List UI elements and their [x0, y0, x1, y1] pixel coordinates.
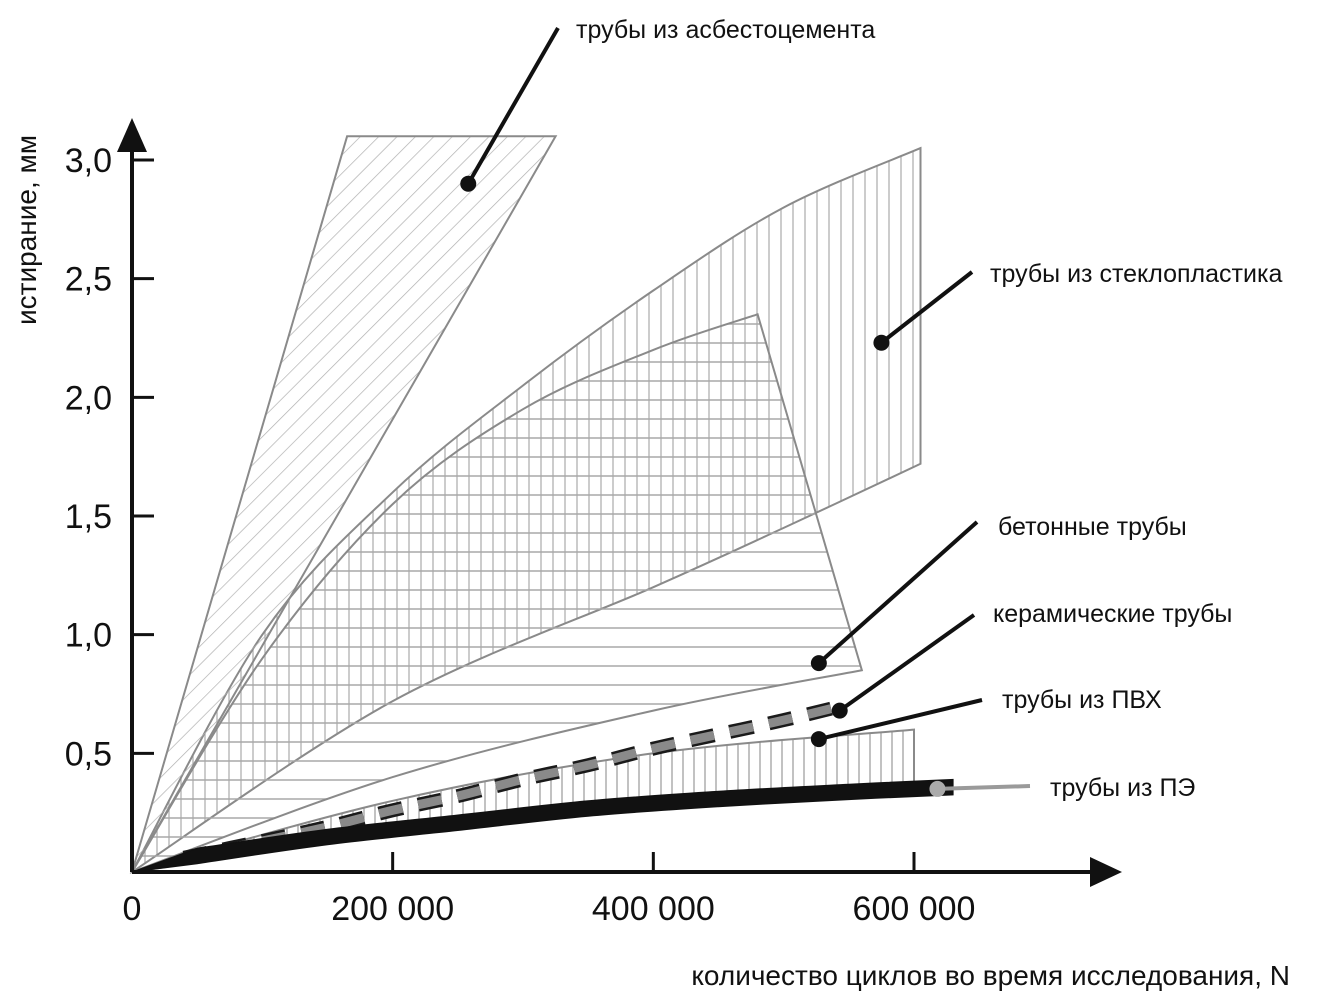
y-axis-arrow	[117, 118, 147, 152]
x-tick-label-1: 200 000	[331, 890, 454, 928]
callout-leader-0	[466, 27, 560, 185]
callout-dot-5	[929, 780, 946, 797]
callout-leader-3	[838, 613, 976, 713]
callout-dot-2	[810, 655, 827, 672]
x-tick-label-2: 400 000	[592, 890, 715, 928]
y-tick-label-5: 3,0	[65, 142, 112, 180]
callout-dot-1	[873, 334, 890, 351]
callout-dot-0	[460, 175, 477, 192]
callout-dot-4	[810, 731, 827, 748]
y-tick-label-4: 2,5	[65, 261, 112, 299]
series-3-band	[183, 701, 844, 863]
x-tick-label-3: 600 000	[853, 890, 976, 928]
y-tick-label-0: 0,5	[65, 735, 112, 773]
callout-leader-1	[880, 270, 974, 345]
y-tick-label-3: 2,0	[65, 379, 112, 417]
callout-leader-5	[937, 784, 1031, 791]
x-axis-title: количество циклов во время исследования,…	[691, 960, 1290, 991]
callout-leader-2	[817, 520, 979, 665]
callout-label-1: трубы из стеклопластика	[990, 260, 1282, 288]
callout-dot-3	[831, 702, 848, 719]
x-tick-label-0: 0	[123, 890, 142, 928]
y-tick-label-1: 1,0	[65, 617, 112, 655]
series-2-region	[129, 313, 864, 874]
callout-label-5: трубы из ПЭ	[1050, 774, 1195, 802]
callout-label-0: трубы из асбестоцемента	[576, 16, 875, 44]
callout-label-2: бетонные трубы	[998, 513, 1187, 541]
y-tick-label-2: 1,5	[65, 498, 112, 536]
callout-label-4: трубы из ПВХ	[1002, 686, 1162, 714]
series-0-region	[131, 135, 558, 873]
callout-leader-4	[818, 698, 983, 742]
y-axis-title: истирание, мм	[11, 135, 42, 325]
x-axis-arrow	[1090, 857, 1122, 887]
callout-label-3: керамические трубы	[993, 600, 1232, 628]
